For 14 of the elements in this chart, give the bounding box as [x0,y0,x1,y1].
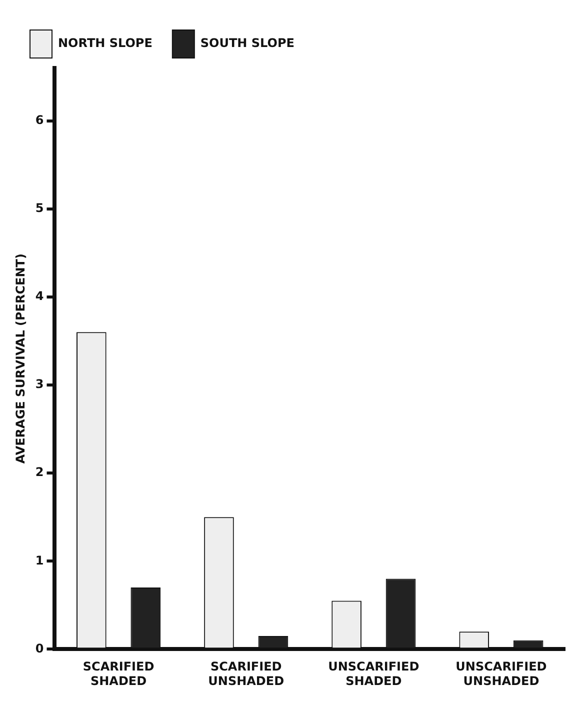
x-tick-label: UNSCARIFIED UNSHADED [456,660,547,688]
y-tick-label: 4 [35,289,44,304]
x-tick-label: SCARIFIED SHADED [82,660,154,688]
y-tick-label: 5 [35,201,44,216]
y-axis-title: AVERAGE SURVIVAL (PERCENT) [13,254,28,464]
x-tick-label: UNSCARIFIED SHADED [328,660,420,688]
legend-label: SOUTH SLOPE [200,36,294,50]
x-tick-label: SCARIFIED UNSHADED [208,660,284,688]
y-tick-label: 0 [35,641,44,656]
y-tick-label: 1 [35,553,44,568]
y-tick-label: 2 [35,465,44,480]
y-tick-label: 3 [35,377,44,392]
y-tick-label: 6 [35,112,44,127]
legend-label: NORTH SLOPE [58,36,152,50]
